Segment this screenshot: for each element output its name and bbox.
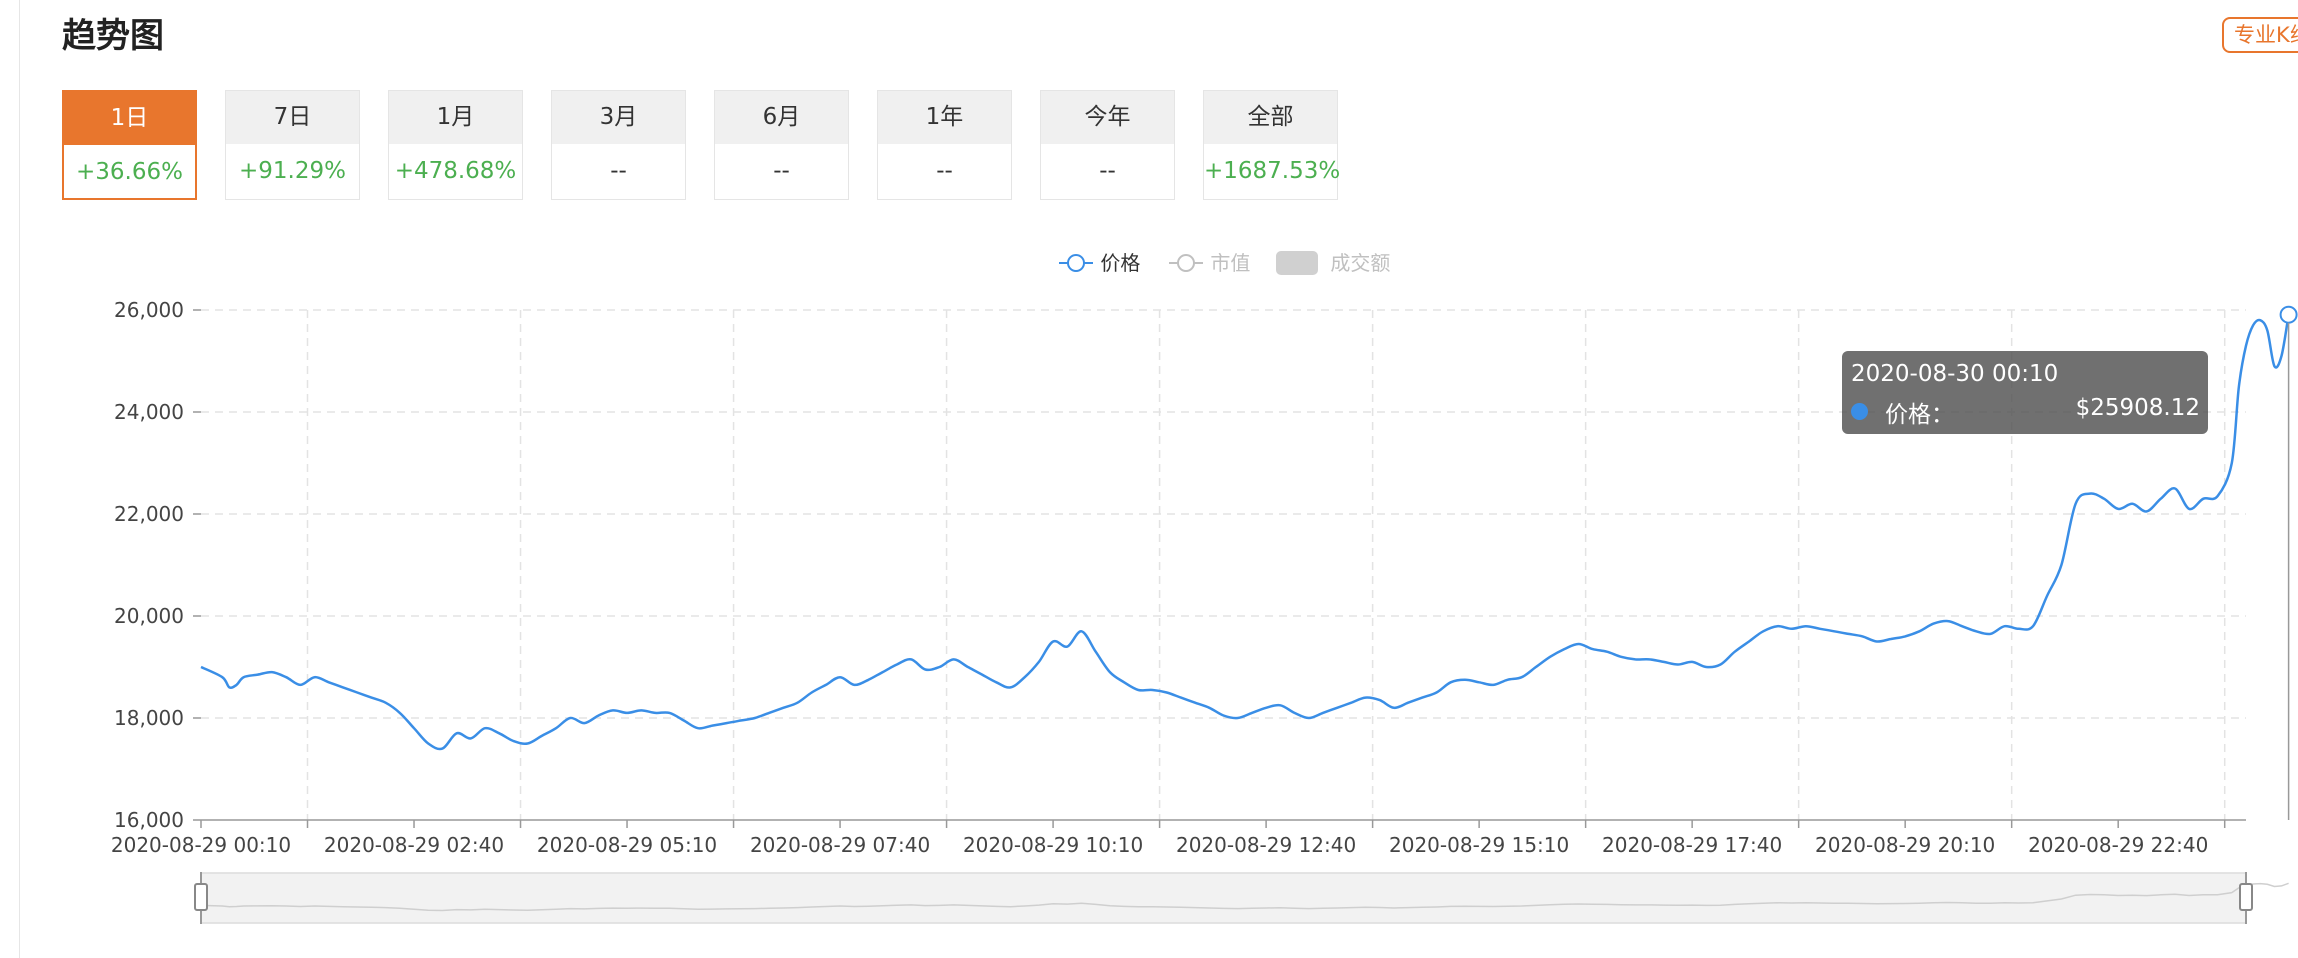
range-tab-change: +91.29% [239, 158, 346, 184]
range-tab[interactable]: 全部 +1687.53% [1203, 90, 1341, 200]
x-tick-label: 2020-08-29 00:10 [111, 833, 291, 857]
range-tab-label: 今年 [1041, 91, 1174, 144]
range-tab[interactable]: 1日 +36.66% [62, 90, 197, 200]
x-tick-label: 2020-08-29 07:40 [750, 833, 930, 857]
market-cap-legend-icon [1169, 254, 1203, 272]
handle-grip [2239, 883, 2253, 911]
range-tab-change: +1687.53% [1204, 158, 1341, 184]
legend-item-volume[interactable]: 成交额 [1276, 248, 1390, 278]
legend-item-market-cap[interactable]: 市值 [1168, 248, 1250, 278]
x-tick-label: 2020-08-29 02:40 [324, 833, 504, 857]
x-tick-label: 2020-08-29 05:10 [537, 833, 717, 857]
x-tick-label: 2020-08-29 15:10 [1389, 833, 1569, 857]
x-tick-label: 2020-08-29 10:10 [963, 833, 1143, 857]
range-tab[interactable]: 7日 +91.29% [225, 90, 360, 200]
range-tab-label: 全部 [1204, 91, 1337, 144]
y-tick-label: 16,000 [114, 808, 184, 832]
y-tick-label: 20,000 [114, 604, 184, 628]
price-series-line [200, 314, 2290, 751]
y-tick-label: 24,000 [114, 400, 184, 424]
legend-item-price[interactable]: 价格 [1058, 248, 1140, 278]
datazoom-handle-right[interactable] [2239, 872, 2253, 924]
range-tab[interactable]: 今年 -- [1040, 90, 1175, 200]
range-tab-change: +36.66% [76, 159, 183, 185]
price-legend-icon [1059, 254, 1093, 272]
range-tab[interactable]: 1年 -- [877, 90, 1012, 200]
tooltip-series-dot [1851, 403, 1868, 420]
range-tab-label: 1年 [878, 91, 1011, 144]
range-tab-label: 1日 [64, 92, 195, 145]
y-tick-label: 22,000 [114, 502, 184, 526]
range-tab-change: -- [773, 158, 790, 184]
price-end-point [2279, 305, 2298, 324]
tooltip: 2020-08-30 00:10 价格： $25908.12 [1842, 351, 2208, 434]
datazoom-preview [200, 882, 2289, 912]
range-tab[interactable]: 3月 -- [551, 90, 686, 200]
range-tab-label: 1月 [389, 91, 522, 144]
datazoom-handle-left[interactable] [194, 872, 208, 924]
range-tab-label: 6月 [715, 91, 848, 144]
range-tab-change: -- [610, 158, 627, 184]
range-tab[interactable]: 6月 -- [714, 90, 849, 200]
tooltip-value: $25908.12 [2075, 395, 2200, 421]
x-tick-label: 2020-08-29 22:40 [2028, 833, 2208, 857]
chart-grid [201, 309, 2246, 820]
tooltip-label: 价格： [1885, 402, 1954, 428]
datazoom-track [200, 872, 2247, 924]
legend-label-volume: 成交额 [1330, 251, 1391, 275]
x-tick-label: 2020-08-29 20:10 [1815, 833, 1995, 857]
range-tab-change: -- [936, 158, 953, 184]
chart-axes [193, 309, 2246, 828]
legend-label-price: 价格 [1100, 251, 1141, 275]
range-tab-change: +478.68% [394, 158, 517, 184]
x-tick-label: 2020-08-29 12:40 [1176, 833, 1356, 857]
datazoom-slider[interactable] [194, 872, 2289, 924]
x-tick-label: 2020-08-29 17:40 [1602, 833, 1782, 857]
pro-kline-button[interactable]: 专业K线 [2222, 17, 2298, 53]
range-tab-label: 3月 [552, 91, 685, 144]
y-tick-label: 26,000 [114, 298, 184, 322]
chart-axis-labels: 16,000 18,000 20,000 22,000 24,000 26,000 2020… [111, 298, 2208, 857]
range-tab-label: 7日 [226, 91, 359, 144]
range-tab[interactable]: 1月 +478.68% [388, 90, 523, 200]
tooltip-date: 2020-08-30 00:10 [1851, 361, 2059, 387]
y-tick-label: 18,000 [114, 706, 184, 730]
legend-label-market-cap: 市值 [1210, 251, 1251, 275]
page-title: 趋势图 [62, 16, 164, 56]
handle-grip [194, 883, 208, 911]
volume-legend-icon [1276, 251, 1318, 275]
left-rule [19, 0, 20, 958]
range-tab-change: -- [1099, 158, 1116, 184]
